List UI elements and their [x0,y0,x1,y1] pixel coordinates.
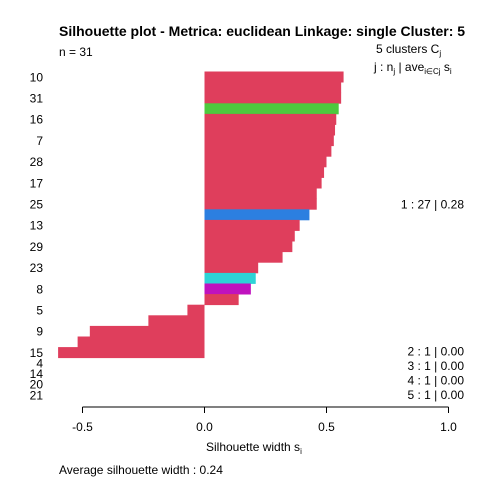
silhouette-bar [205,220,300,231]
observation-label: 13 [30,219,44,233]
silhouette-bar [205,273,256,284]
cluster-summary-1: 1 : 27 | 0.28 [401,198,464,212]
observation-label: 31 [30,92,44,106]
silhouette-bar [205,231,295,242]
silhouette-bar [205,199,317,210]
x-tick-label: -0.5 [72,420,93,434]
silhouette-bar [58,347,204,358]
silhouette-bar [205,114,337,125]
silhouette-bar [205,241,293,252]
silhouette-bar [148,315,204,326]
cluster-summary-4: 4 : 1 | 0.00 [408,374,465,388]
silhouette-bar [205,262,259,273]
silhouette-bar [205,103,339,114]
silhouette-bar [205,82,342,93]
legend-header-clusters: 5 clusters Cj [376,42,441,58]
silhouette-bar [205,284,251,295]
silhouette-bar [205,294,239,305]
legend-header-columns: j : nj | avei∈Cj si [373,60,452,76]
silhouette-bar [187,305,204,316]
x-tick-label: 1.0 [440,420,457,434]
average-silhouette-width: Average silhouette width : 0.24 [59,463,223,477]
observation-label: 16 [30,113,44,127]
observation-label: 5 [36,304,43,318]
cluster-summary-5: 5 : 1 | 0.00 [408,388,465,402]
observation-label: 17 [30,176,44,190]
observation-label: 29 [30,240,44,254]
observation-label: 28 [30,155,44,169]
silhouette-bar [205,209,310,220]
silhouette-bar [205,156,327,167]
silhouette-bar [205,252,283,263]
silhouette-bar [205,135,334,146]
observation-label: 23 [30,261,44,275]
observation-label: 21 [30,388,44,402]
silhouette-bar [78,337,205,348]
observation-label: 7 [36,134,43,148]
silhouette-bar [205,93,342,104]
observation-label: 25 [30,198,44,212]
silhouette-bar [205,188,317,199]
observation-label: 10 [30,70,44,84]
silhouette-bar [90,326,205,337]
chart-title: Silhouette plot - Metrica: euclidean Lin… [59,23,465,39]
x-axis-label: Silhouette width si [206,440,302,456]
x-tick-label: 0.0 [196,420,213,434]
observation-label: 9 [36,325,43,339]
x-tick-label: 0.5 [318,420,335,434]
silhouette-bar [205,72,344,83]
n-count-label: n = 31 [59,45,93,59]
silhouette-bar [205,125,336,136]
silhouette-bar [205,178,322,189]
silhouette-bar [205,167,325,178]
silhouette-bar [205,146,332,157]
observation-label: 8 [36,282,43,296]
cluster-summary-2: 2 : 1 | 0.00 [408,344,465,358]
cluster-summary-3: 3 : 1 | 0.00 [408,359,465,373]
